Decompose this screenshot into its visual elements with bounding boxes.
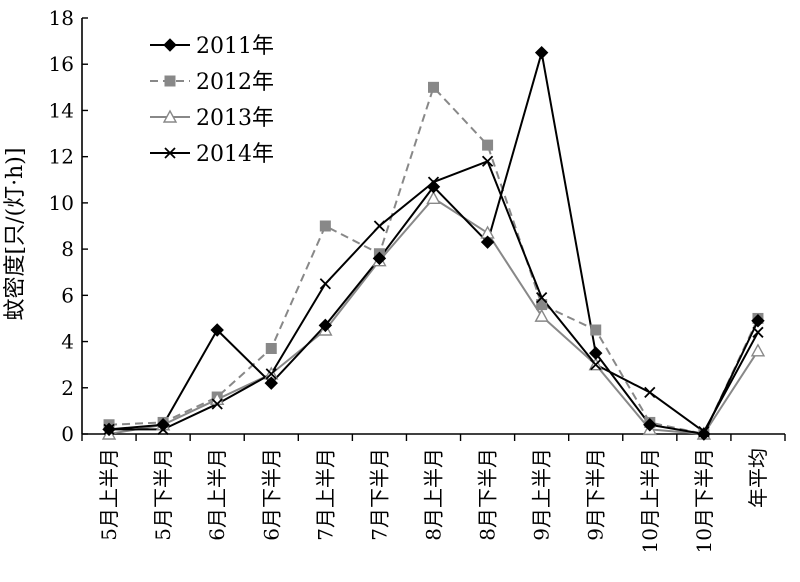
data-point-2014年 <box>644 386 656 399</box>
legend-label: 2011年 <box>196 34 274 59</box>
data-point-2014年 <box>536 292 548 304</box>
data-point-2013年 <box>426 190 441 204</box>
x-tick-label: 年平均 <box>746 448 770 508</box>
data-point-2014年 <box>211 398 223 410</box>
data-point-2012年 <box>428 81 439 93</box>
series-line-2012年 <box>108 86 759 435</box>
legend: 2011年 2012年 2013年 2014年 <box>150 34 274 167</box>
x-marker-stroke <box>211 398 223 410</box>
data-point-2014年 <box>319 278 331 290</box>
legend-marker <box>164 75 176 87</box>
y-tick-label: 10 <box>49 191 74 215</box>
x-ticks: 5月上半月 5月下半月 6月上半月 6月下半月 7月上半月 7月下半月 8月上半月 8月下半月… <box>81 434 786 553</box>
data-point-2011年 <box>210 323 224 337</box>
data-point-2011年 <box>534 45 549 60</box>
y-tick-label: 16 <box>49 52 74 76</box>
data-point-2012年 <box>590 324 602 336</box>
data-point-2012年 <box>319 220 331 232</box>
legend-label: 2012年 <box>196 70 274 95</box>
y-tick-label: 6 <box>61 283 74 307</box>
x-marker-stroke <box>481 155 494 167</box>
series-line-2013年 <box>108 197 759 435</box>
data-point-2012年 <box>265 342 277 354</box>
legend-marker <box>164 147 176 159</box>
x-tick-label: 7月下半月 <box>367 448 391 541</box>
data-point-2013年 <box>534 308 549 322</box>
x-tick-label: 10月上半月 <box>638 448 662 553</box>
data-point-2014年 <box>481 155 494 167</box>
data-point-2011年 <box>589 346 603 360</box>
x-tick-label: 6月下半月 <box>259 448 283 541</box>
data-point-2011年 <box>156 418 170 432</box>
x-tick-label: 5月上半月 <box>97 448 121 541</box>
data-point-2011年 <box>318 318 333 333</box>
y-tick-label: 0 <box>61 422 74 446</box>
data-point-2011年 <box>102 422 116 437</box>
y-tick-label: 2 <box>61 376 74 400</box>
y-tick-label: 8 <box>61 237 74 261</box>
data-point-2013年 <box>750 343 766 357</box>
x-tick-label: 9月上半月 <box>530 448 554 541</box>
data-point-2011年 <box>426 180 441 194</box>
x-tick-label: 7月上半月 <box>313 448 337 541</box>
x-tick-label: 6月上半月 <box>205 448 229 541</box>
data-point-2011年 <box>751 314 765 328</box>
legend-marker <box>162 109 178 123</box>
legend-label: 2013年 <box>196 106 274 131</box>
x-marker-stroke <box>265 368 277 380</box>
series-markers <box>101 45 766 441</box>
x-marker-stroke <box>644 386 656 399</box>
data-point-2011年 <box>480 235 495 249</box>
y-tick-label: 18 <box>49 6 74 30</box>
y-axis-label-group: 蚊密度[只/(灯·h)] <box>3 148 28 321</box>
y-tick-label: 4 <box>61 330 74 354</box>
data-point-2011年 <box>372 251 387 266</box>
x-marker-stroke <box>590 359 602 371</box>
y-tick-label: 12 <box>49 145 74 169</box>
data-point-2014年 <box>590 359 602 371</box>
x-marker-stroke <box>752 326 764 338</box>
data-point-2014年 <box>265 368 277 380</box>
y-tick-label: 14 <box>49 98 74 122</box>
x-tick-label: 5月下半月 <box>151 448 175 541</box>
legend-marker <box>163 38 177 52</box>
x-tick-label: 8月下半月 <box>476 448 500 541</box>
legend-label: 2014年 <box>196 142 274 167</box>
data-point-2014年 <box>752 326 764 338</box>
data-point-2011年 <box>264 376 278 390</box>
y-ticks: 0 2 4 6 8 10 12 14 16 18 <box>49 6 88 446</box>
data-point-2011年 <box>697 427 711 441</box>
x-marker-stroke <box>319 278 331 290</box>
data-point-2014年 <box>373 220 386 232</box>
data-point-2012年 <box>482 139 494 151</box>
x-tick-label: 10月下半月 <box>692 448 716 553</box>
x-tick-label: 9月下半月 <box>584 448 608 541</box>
y-axis-label: 蚊密度[只/(灯·h)] <box>3 148 28 321</box>
x-tick-label: 8月上半月 <box>422 448 446 541</box>
axes <box>81 18 785 435</box>
x-marker-stroke <box>536 292 548 304</box>
x-marker-stroke <box>164 147 176 159</box>
data-point-2011年 <box>643 418 657 432</box>
x-marker-stroke <box>373 220 386 232</box>
